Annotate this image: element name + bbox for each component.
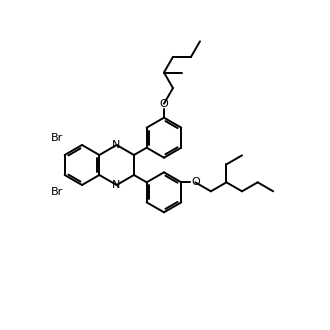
Text: Br: Br (50, 187, 63, 197)
Text: N: N (112, 140, 120, 150)
Text: N: N (112, 180, 120, 190)
Text: O: O (160, 99, 168, 109)
Text: O: O (191, 177, 200, 187)
Text: Br: Br (50, 133, 63, 143)
